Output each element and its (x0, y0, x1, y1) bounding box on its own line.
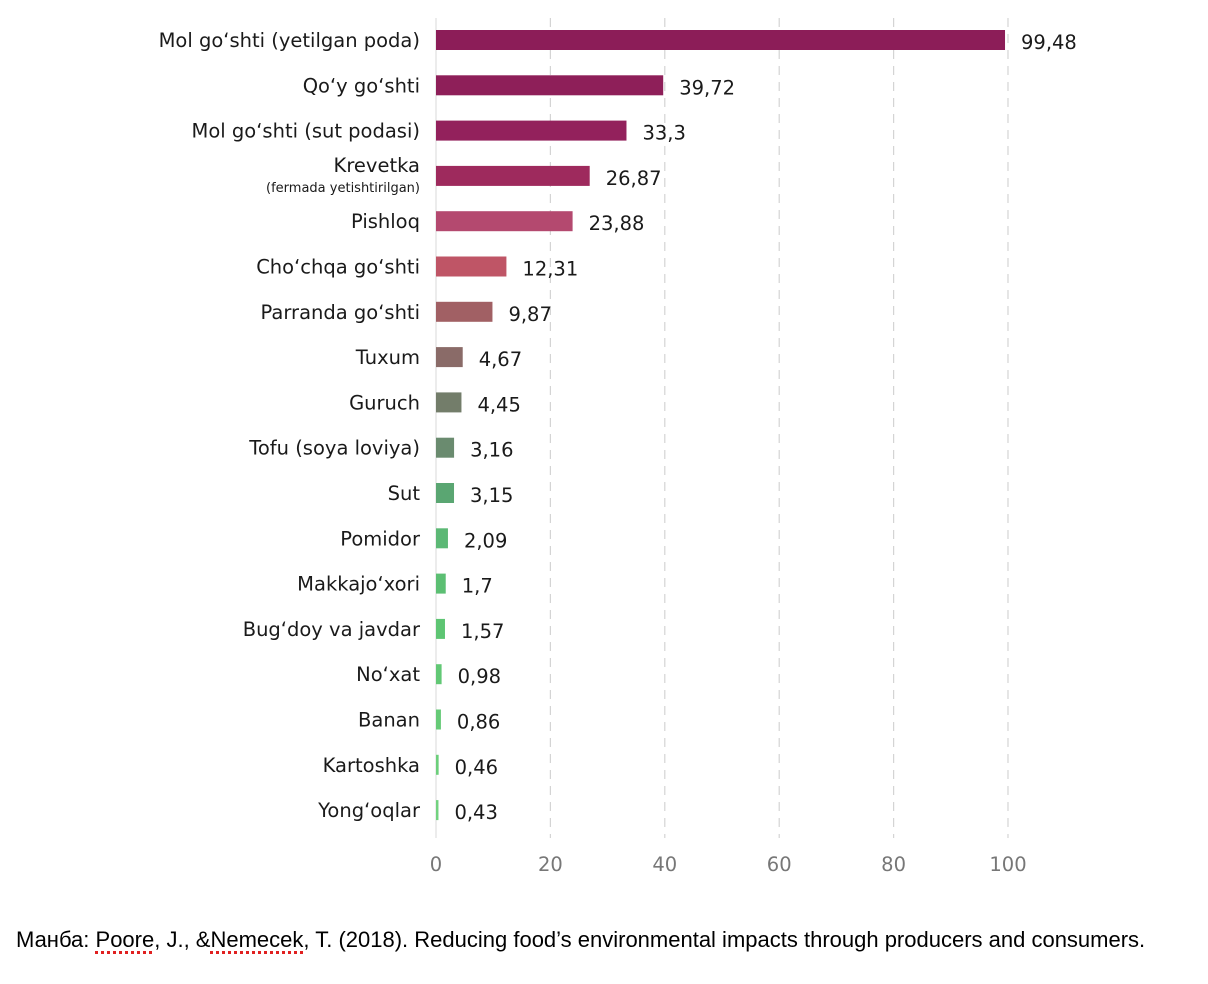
bar (436, 709, 441, 730)
category-label: Sut (388, 482, 421, 505)
category-label: Pishloq (351, 210, 420, 233)
data-label: 0,98 (458, 665, 501, 688)
x-tick-label: 20 (538, 853, 563, 876)
data-label: 26,87 (606, 167, 662, 190)
bars (436, 30, 1006, 821)
category-label: Bug‘doy va javdar (243, 618, 421, 641)
bar (436, 30, 1006, 50)
data-label: 0,46 (455, 756, 498, 779)
value-labels: 99,48 39,72 33,3 26,87 23,88 12,31 9,87 4,67 4,4… (454, 31, 1076, 824)
data-label: 1,7 (462, 575, 493, 598)
bar (436, 528, 448, 549)
x-tick-label: 0 (430, 853, 442, 876)
bar (436, 483, 455, 503)
category-label: Guruch (349, 391, 420, 414)
category-label: Tuxum (355, 346, 420, 369)
data-label: 4,45 (477, 393, 520, 416)
bar (436, 800, 439, 821)
bar (436, 573, 446, 594)
data-label: 0,43 (454, 801, 497, 824)
data-label: 0,86 (457, 711, 500, 734)
data-label: 3,16 (470, 439, 513, 462)
bar (436, 618, 445, 639)
data-label: 1,57 (461, 620, 504, 643)
category-labels: Mol go‘shti (yetilgan poda) Qo‘y go‘shti M… (159, 29, 421, 822)
bar (436, 301, 493, 322)
x-tick-label: 60 (767, 853, 792, 876)
x-tick-label: 80 (881, 853, 906, 876)
bar (436, 256, 507, 277)
source-author-1: Poore (95, 927, 155, 952)
data-label: 12,31 (522, 258, 578, 281)
bar-chart: Mol go‘shti (yetilgan poda) Qo‘y go‘shti M… (159, 18, 1077, 876)
category-label: Mol go‘shti (yetilgan poda) (159, 29, 420, 52)
bar (436, 75, 664, 96)
category-label: Banan (358, 709, 420, 732)
data-label: 4,67 (479, 348, 522, 371)
category-sublabel: (fermada yetishtirilgan) (266, 181, 420, 196)
category-label: Tofu (soya loviya) (248, 437, 420, 460)
bar (436, 392, 462, 413)
category-label: Qo‘y go‘shti (303, 74, 420, 97)
data-label: 39,72 (679, 76, 735, 99)
bar (436, 347, 463, 368)
source-note: Манба: Poore, J., &Nemecek, T. (2018). R… (16, 926, 1196, 953)
source-rest: , T. (2018). Reducing food’s environment… (303, 927, 1146, 952)
category-label: Yong‘oqlar (317, 799, 421, 822)
bar (436, 120, 627, 141)
category-label: No‘xat (356, 663, 420, 686)
source-author-2: Nemecek (210, 927, 304, 952)
data-label: 33,3 (642, 122, 685, 145)
bar (436, 754, 439, 775)
category-label: Kartoshka (323, 754, 420, 777)
bar (436, 211, 573, 232)
bar (436, 664, 442, 685)
category-label: Mol go‘shti (sut podasi) (192, 120, 420, 143)
data-label: 23,88 (589, 212, 645, 235)
bar (436, 165, 590, 186)
x-tick-label: 40 (652, 853, 677, 876)
category-label: Makkajo‘xori (297, 573, 420, 596)
category-label: Parranda go‘shti (261, 301, 420, 324)
x-tick-label: 100 (989, 853, 1026, 876)
category-label: Krevetka (334, 154, 420, 177)
bar (436, 437, 455, 458)
category-label: Pomidor (340, 527, 421, 550)
data-label: 3,15 (470, 484, 513, 507)
x-axis-ticks: 0 20 40 60 80 100 (430, 853, 1027, 876)
category-label: Cho‘chqa go‘shti (256, 256, 420, 279)
data-label: 99,48 (1021, 31, 1077, 54)
data-label: 9,87 (508, 303, 551, 326)
data-label: 2,09 (464, 529, 507, 552)
source-prefix: Манба: (16, 927, 96, 952)
source-mid: , J., & (154, 927, 211, 952)
gridlines (435, 18, 1009, 838)
